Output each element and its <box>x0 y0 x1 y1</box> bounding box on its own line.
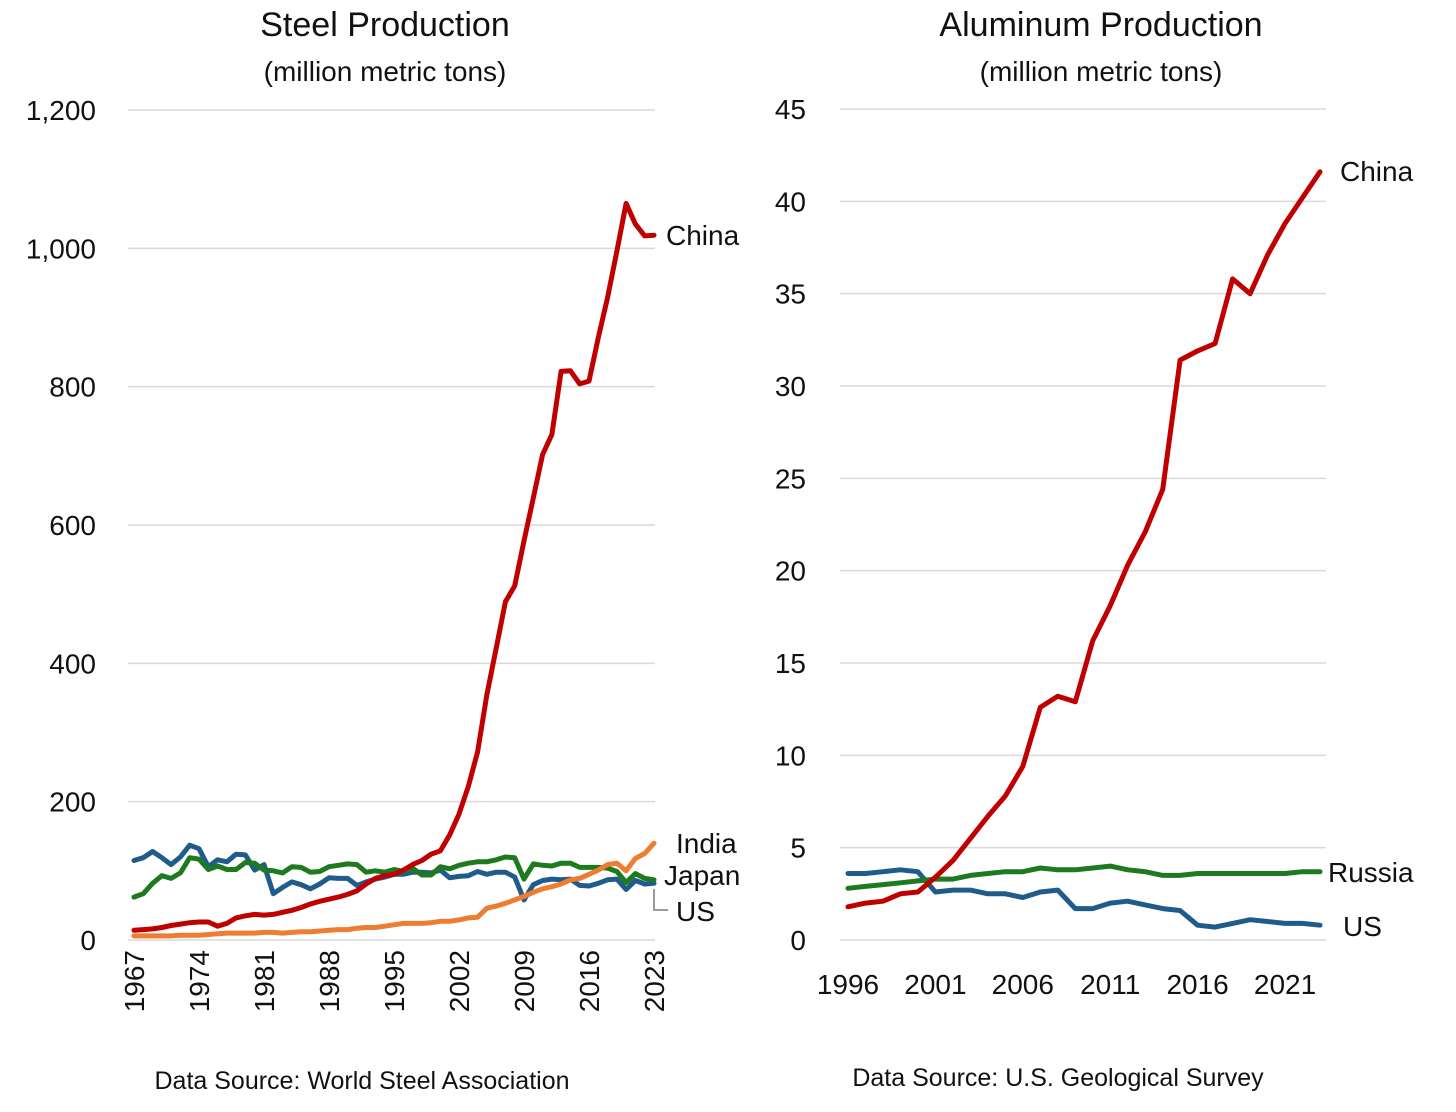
steel-y-tick-label: 600 <box>49 510 96 541</box>
steel-x-tick-label: 1974 <box>184 950 215 1012</box>
steel-y-tick-label: 1,000 <box>26 233 96 264</box>
steel-y-tick-label: 1,200 <box>26 95 96 126</box>
steel-gridlines <box>128 109 655 941</box>
steel-x-tick-label: 1981 <box>249 950 280 1012</box>
steel-series-lines <box>131 200 657 939</box>
steel-series-china-line <box>131 200 657 933</box>
aluminum-y-tick-label: 10 <box>775 740 806 771</box>
steel-x-axis-tick-labels: 1967 1974 1981 1988 1995 2002 2009 2016 2023 <box>119 950 670 1012</box>
aluminum-x-tick-label: 2006 <box>992 969 1054 1000</box>
steel-y-tick-label: 0 <box>80 925 96 956</box>
aluminum-y-tick-label: 20 <box>775 556 806 587</box>
aluminum-series-china-line <box>845 169 1323 910</box>
aluminum-series-russia-line <box>845 863 1323 891</box>
steel-label-china: China <box>666 220 740 251</box>
steel-label-india: India <box>676 828 737 859</box>
aluminum-x-tick-label: 2021 <box>1254 969 1316 1000</box>
aluminum-label-russia: Russia <box>1328 857 1414 888</box>
aluminum-y-axis-tick-labels: 0 5 10 15 20 25 30 35 40 45 <box>775 94 806 956</box>
aluminum-x-tick-label: 2001 <box>904 969 966 1000</box>
aluminum-x-tick-label: 2016 <box>1166 969 1228 1000</box>
steel-y-tick-label: 400 <box>49 648 96 679</box>
aluminum-x-axis-tick-labels: 1996 2001 2006 2011 2016 2021 <box>817 969 1316 1000</box>
steel-series-japan-line <box>131 854 657 900</box>
steel-x-tick-label: 1988 <box>314 950 345 1012</box>
aluminum-y-tick-label: 45 <box>775 94 806 125</box>
aluminum-y-tick-label: 25 <box>775 463 806 494</box>
steel-series-india-line <box>131 840 657 939</box>
aluminum-y-tick-label: 0 <box>790 925 806 956</box>
steel-us-leader-line <box>653 889 668 911</box>
steel-y-axis-tick-labels: 0 200 400 600 800 1,000 1,200 <box>26 95 96 956</box>
aluminum-y-tick-label: 5 <box>790 833 806 864</box>
steel-label-us: US <box>676 896 715 927</box>
aluminum-series-lines <box>845 169 1323 930</box>
steel-chart-title: Steel Production <box>260 6 510 44</box>
aluminum-chart-title: Aluminum Production <box>939 6 1262 44</box>
steel-production-chart: Steel Production (million metric tons) 0… <box>26 6 740 1095</box>
steel-chart-subtitle: (million metric tons) <box>264 56 507 87</box>
steel-source: Data Source: World Steel Association <box>154 1067 569 1095</box>
steel-x-tick-label: 1995 <box>379 950 410 1012</box>
aluminum-production-chart: Aluminum Production (million metric tons… <box>775 6 1414 1092</box>
aluminum-y-tick-label: 15 <box>775 648 806 679</box>
steel-x-tick-label: 2016 <box>574 950 605 1012</box>
steel-x-tick-label: 2002 <box>444 950 475 1012</box>
steel-y-tick-label: 200 <box>49 787 96 818</box>
aluminum-source: Data Source: U.S. Geological Survey <box>852 1064 1264 1092</box>
aluminum-chart-subtitle: (million metric tons) <box>980 56 1223 87</box>
aluminum-y-tick-label: 40 <box>775 186 806 217</box>
steel-x-tick-label: 2023 <box>639 950 670 1012</box>
aluminum-y-tick-label: 30 <box>775 371 806 402</box>
steel-y-tick-label: 800 <box>49 372 96 403</box>
aluminum-x-tick-label: 2011 <box>1080 969 1140 1000</box>
steel-label-japan: Japan <box>664 860 740 891</box>
aluminum-gridlines <box>840 108 1326 941</box>
aluminum-label-china: China <box>1340 156 1414 187</box>
aluminum-label-us: US <box>1343 911 1382 942</box>
steel-x-tick-label: 2009 <box>509 950 540 1012</box>
aluminum-y-tick-label: 35 <box>775 279 806 310</box>
aluminum-x-tick-label: 1996 <box>817 969 879 1000</box>
steel-x-tick-label: 1967 <box>119 950 150 1012</box>
